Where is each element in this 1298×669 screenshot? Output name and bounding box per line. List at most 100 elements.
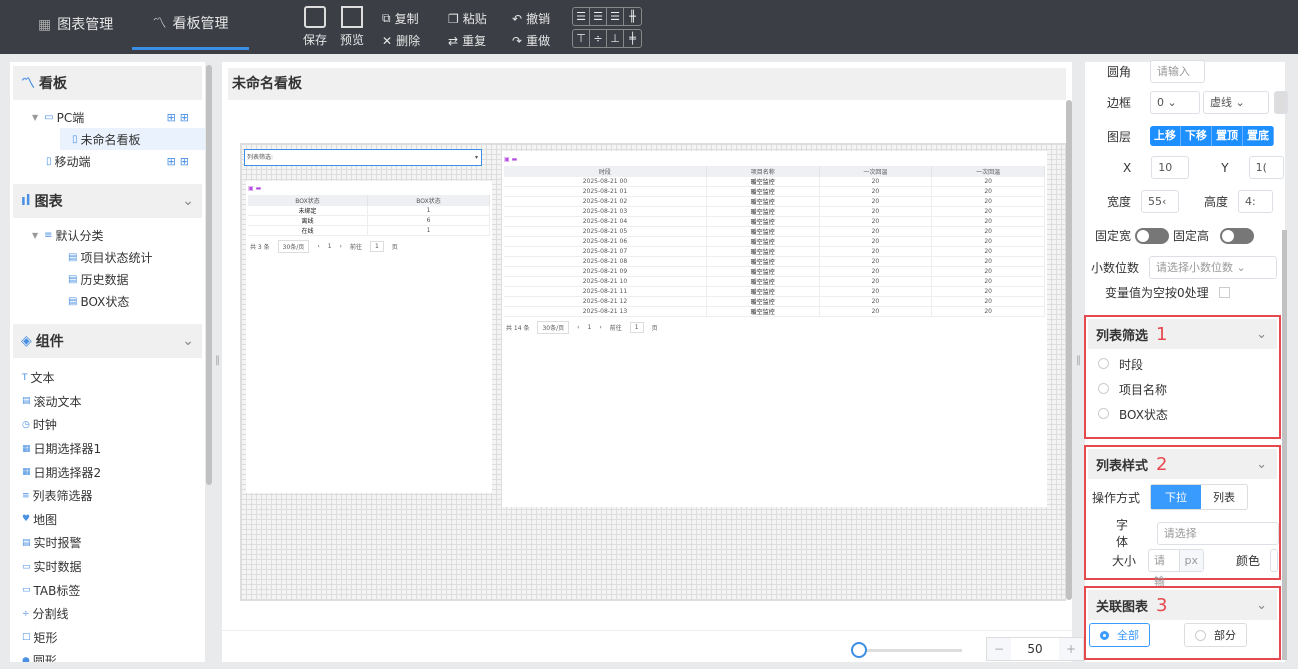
radius-input[interactable]: 请输入 bbox=[1150, 60, 1205, 83]
align-center-icon[interactable]: ☰ bbox=[590, 8, 607, 25]
distribute-v-icon[interactable]: ╪ bbox=[629, 32, 636, 45]
table-row[interactable]: 2025-08-21 12 暖空监控 20 20 bbox=[504, 296, 1045, 307]
mode-dropdown-button[interactable]: 下拉 bbox=[1151, 485, 1202, 509]
size-input[interactable]: 请输 px bbox=[1148, 549, 1205, 588]
null-zero-checkbox[interactable] bbox=[1218, 287, 1230, 298]
add-file-folder-icons[interactable]: ⊞⊞ bbox=[166, 110, 193, 124]
table-row[interactable]: 2025-08-21 00 暖空监控 20 20 bbox=[504, 177, 1045, 187]
list-style-header[interactable]: 列表样式 2 ⌄ bbox=[1088, 449, 1277, 479]
font-select[interactable]: 请选择 bbox=[1156, 521, 1279, 545]
filter-option[interactable]: BOX状态 bbox=[1098, 403, 1267, 428]
filter-option[interactable]: 项目名称 bbox=[1098, 378, 1267, 403]
bring-to-front-button[interactable]: 置顶 bbox=[1212, 126, 1243, 146]
column-header[interactable]: BOX状态 bbox=[367, 195, 490, 206]
zoom-out-button[interactable]: − bbox=[987, 638, 1011, 660]
component-item[interactable]: ◷ 时钟 bbox=[22, 418, 57, 433]
page-number[interactable]: 1 bbox=[327, 243, 332, 250]
distribute-h-icon[interactable]: ╫ bbox=[629, 10, 636, 23]
tree-item-board[interactable]: ▯ 未命名看板 bbox=[60, 128, 205, 150]
align-middle-icon[interactable]: ÷ bbox=[590, 30, 607, 47]
column-header[interactable]: 一次回温 bbox=[931, 166, 1045, 177]
component-item[interactable]: ÷ 分割线 bbox=[22, 607, 69, 622]
link-all-radio[interactable]: 全部 bbox=[1089, 623, 1150, 647]
right-splitter-handle[interactable]: ‖ bbox=[1076, 355, 1081, 366]
send-to-back-button[interactable]: 置底 bbox=[1243, 126, 1274, 146]
right-scrollbar[interactable] bbox=[1282, 230, 1287, 660]
tab-chart-management[interactable]: ▦ 图表管理 bbox=[38, 0, 113, 50]
x-input[interactable]: 10 bbox=[1151, 156, 1190, 179]
align-right-icon[interactable]: ☰ bbox=[607, 8, 624, 25]
tab-board-management[interactable]: 〽看板管理 bbox=[132, 0, 249, 50]
tree-item-chart[interactable]: ▤ 项目状态统计 bbox=[68, 250, 153, 265]
next-page-icon[interactable]: › bbox=[599, 324, 602, 331]
page-number[interactable]: 1 bbox=[587, 324, 592, 331]
goto-page-input[interactable]: 1 bbox=[629, 322, 644, 333]
tree-item-mobile[interactable]: ▯ 移动端 ⊞⊞ bbox=[46, 154, 193, 169]
pagination[interactable]: 共 14 条 30条/页 ‹ 1 › 前往 1 页 bbox=[504, 317, 1045, 338]
component-item[interactable]: ▦ 日期选择器1 bbox=[22, 442, 102, 457]
tree-item-chart[interactable]: ▤ 历史数据 bbox=[68, 272, 129, 287]
copy-button[interactable]: ⧉ 复制 bbox=[382, 11, 419, 26]
zoom-slider-handle[interactable] bbox=[851, 642, 867, 658]
component-item[interactable]: ▦ 日期选择器2 bbox=[22, 465, 102, 480]
column-header[interactable]: BOX状态 bbox=[248, 195, 369, 206]
list-filter-widget[interactable]: 列表筛选: ▾ bbox=[244, 149, 482, 166]
table-row[interactable]: 未绑定 1 bbox=[248, 206, 490, 216]
prev-page-icon[interactable]: ‹ bbox=[317, 243, 320, 250]
history-data-table-widget[interactable]: ▣ ▬ 时段 项目名称 一次回温 一次回温 2025-08-21 00 暖空监控 20 20 2… bbox=[502, 151, 1047, 507]
table-row[interactable]: 2025-08-21 01 暖空监控 20 20 bbox=[504, 186, 1045, 197]
table-row[interactable]: 2025-08-21 06 暖空监控 20 20 bbox=[504, 236, 1045, 247]
table-row[interactable]: 离线 6 bbox=[248, 215, 490, 226]
table-row[interactable]: 2025-08-21 13 暖空监控 20 20 bbox=[504, 306, 1045, 317]
y-input[interactable]: 1( bbox=[1248, 156, 1284, 179]
zoom-value[interactable]: 50 bbox=[1027, 642, 1043, 656]
next-page-icon[interactable]: › bbox=[339, 243, 342, 250]
redo-button[interactable]: ↷ 重做 bbox=[512, 33, 551, 49]
column-header[interactable]: 项目名称 bbox=[706, 166, 820, 177]
column-header[interactable]: 时段 bbox=[504, 166, 707, 177]
move-down-button[interactable]: 下移 bbox=[1181, 126, 1212, 146]
repeat-button[interactable]: ⇄ 重复 bbox=[448, 33, 487, 49]
table-row[interactable]: 2025-08-21 07 暖空监控 20 20 bbox=[504, 246, 1045, 257]
table-row[interactable]: 2025-08-21 08 暖空监控 20 20 bbox=[504, 256, 1045, 267]
height-input[interactable]: 4: bbox=[1238, 190, 1274, 213]
board-section-header[interactable]: 〽看板 bbox=[13, 66, 202, 100]
color-picker[interactable] bbox=[1270, 549, 1279, 572]
component-item[interactable]: ● 圆形 bbox=[10, 649, 205, 662]
components-section-header[interactable]: ◈ 组件 ⌄ bbox=[13, 324, 202, 358]
tree-item-category[interactable]: ▼ ≡ 默认分类 bbox=[32, 228, 104, 243]
save-button[interactable]: 保存 bbox=[300, 6, 330, 48]
page-size-select[interactable]: 30条/页 bbox=[277, 240, 310, 253]
filter-option[interactable]: 时段 bbox=[1098, 353, 1267, 378]
width-input[interactable]: 55‹ bbox=[1141, 190, 1180, 213]
table-row[interactable]: 2025-08-21 05 暖空监控 20 20 bbox=[504, 226, 1045, 237]
goto-page-input[interactable]: 1 bbox=[369, 241, 384, 252]
charts-section-header[interactable]: ıl 图表 ⌄ bbox=[13, 184, 202, 218]
border-style-select[interactable]: 虚线 ⌄ bbox=[1203, 91, 1269, 114]
paste-button[interactable]: ❐ 粘贴 bbox=[448, 11, 487, 27]
component-item[interactable]: ▭ TAB标签 bbox=[22, 583, 81, 598]
border-width-select[interactable]: 0 ⌄ bbox=[1150, 91, 1200, 114]
left-splitter-handle[interactable]: ‖ bbox=[215, 355, 220, 366]
canvas-scrollbar[interactable] bbox=[1066, 100, 1072, 600]
table-row[interactable]: 2025-08-21 10 暖空监控 20 20 bbox=[504, 276, 1045, 287]
export-icons[interactable]: ▣ ▬ bbox=[504, 156, 518, 163]
table-row[interactable]: 2025-08-21 04 暖空监控 20 20 bbox=[504, 216, 1045, 227]
table-row[interactable]: 2025-08-21 11 暖空监控 20 20 bbox=[504, 286, 1045, 297]
undo-button[interactable]: ↶ 撤销 bbox=[512, 11, 551, 27]
left-scrollbar[interactable] bbox=[206, 65, 212, 485]
zoom-stepper[interactable]: − 50 + bbox=[986, 637, 1084, 661]
component-item[interactable]: □ 矩形 bbox=[22, 630, 58, 645]
design-canvas[interactable]: 列表筛选: ▾ ▣ ▬ BOX状态 BOX状态 未绑定 1 离线 6 在线 1 共 3 条 30… bbox=[240, 143, 1066, 601]
table-row[interactable]: 2025-08-21 09 暖空监控 20 20 bbox=[504, 266, 1045, 277]
align-top-icon[interactable]: ⊤ bbox=[573, 30, 590, 47]
tree-item-chart[interactable]: ▤ BOX状态 bbox=[68, 294, 130, 309]
component-item[interactable]: T 文本 bbox=[22, 371, 55, 386]
prev-page-icon[interactable]: ‹ bbox=[577, 324, 580, 331]
mode-list-button[interactable]: 列表 bbox=[1213, 491, 1236, 504]
column-header[interactable]: 一次回温 bbox=[819, 166, 933, 177]
tree-item-pc[interactable]: ▼ ▭ PC端 ⊞⊞ bbox=[32, 110, 193, 125]
pagination[interactable]: 共 3 条 30条/页 ‹ 1 › 前往 1 页 bbox=[248, 236, 490, 257]
component-item[interactable]: ▭ 实时数据 bbox=[22, 560, 82, 575]
box-status-table-widget[interactable]: ▣ ▬ BOX状态 BOX状态 未绑定 1 离线 6 在线 1 共 3 条 30条/页 ‹ 1 › 前往… bbox=[246, 181, 492, 493]
